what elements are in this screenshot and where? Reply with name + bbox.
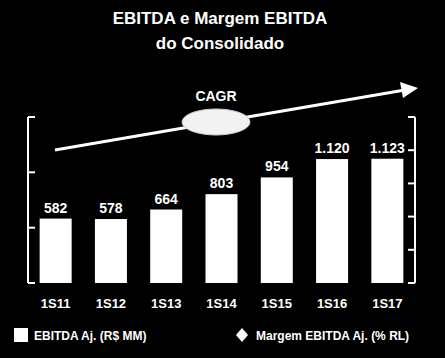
y2-tick [408,182,415,184]
category-label: 1S16 [317,296,347,311]
y-tick [28,171,35,173]
bar [40,219,72,283]
legend-swatch [14,328,28,342]
bar [150,210,182,283]
data-label: 582 [44,200,68,216]
legend-swatch [236,328,248,342]
bar [261,177,293,283]
y2-tick [408,149,415,151]
title: EBITDA e Margem EBITDA [113,9,328,28]
category-label: 1S13 [151,296,181,311]
data-label: 803 [210,175,234,191]
y2-tick [408,249,415,251]
data-label: 1.123 [370,140,405,156]
y-tick [28,116,35,118]
subtitle: do Consolidado [156,34,284,53]
legend: EBITDA Aj. (R$ MM) Margem EBITDA Aj. (% R… [14,328,409,343]
bar [316,159,348,283]
category-label: 1S14 [206,296,237,311]
category-label: 1S17 [372,296,402,311]
labels: 582 578 664 803 954 1.120 1.123 [44,140,405,216]
category-label: 1S11 [41,296,71,311]
legend-label: Margem EBITDA Aj. (% RL) [256,329,409,343]
chart: EBITDA e Margem EBITDAdo Consolidado5825… [0,0,445,358]
plot-area [40,159,404,283]
y-axis [27,117,29,283]
annotation: CAGR [195,88,236,104]
bar [206,194,238,283]
y2-tick [408,116,415,118]
y2-tick [408,216,415,218]
cagr-ellipse [182,109,250,135]
y-tick [28,227,35,229]
bar [371,159,403,283]
category-label: 1S12 [96,296,126,311]
y2-tick [408,282,415,284]
y2-axis [414,117,416,283]
cagr-annotation: CAGR [55,82,418,150]
data-label: 1.120 [315,140,350,156]
background [0,0,445,358]
arrow-head [400,82,418,98]
legend-label: EBITDA Aj. (R$ MM) [34,329,146,343]
category-label: 1S15 [262,296,292,311]
data-label: 954 [265,158,289,174]
data-label: 664 [155,191,179,207]
data-label: 578 [99,200,123,216]
bar [95,219,127,283]
y-tick [28,282,35,284]
